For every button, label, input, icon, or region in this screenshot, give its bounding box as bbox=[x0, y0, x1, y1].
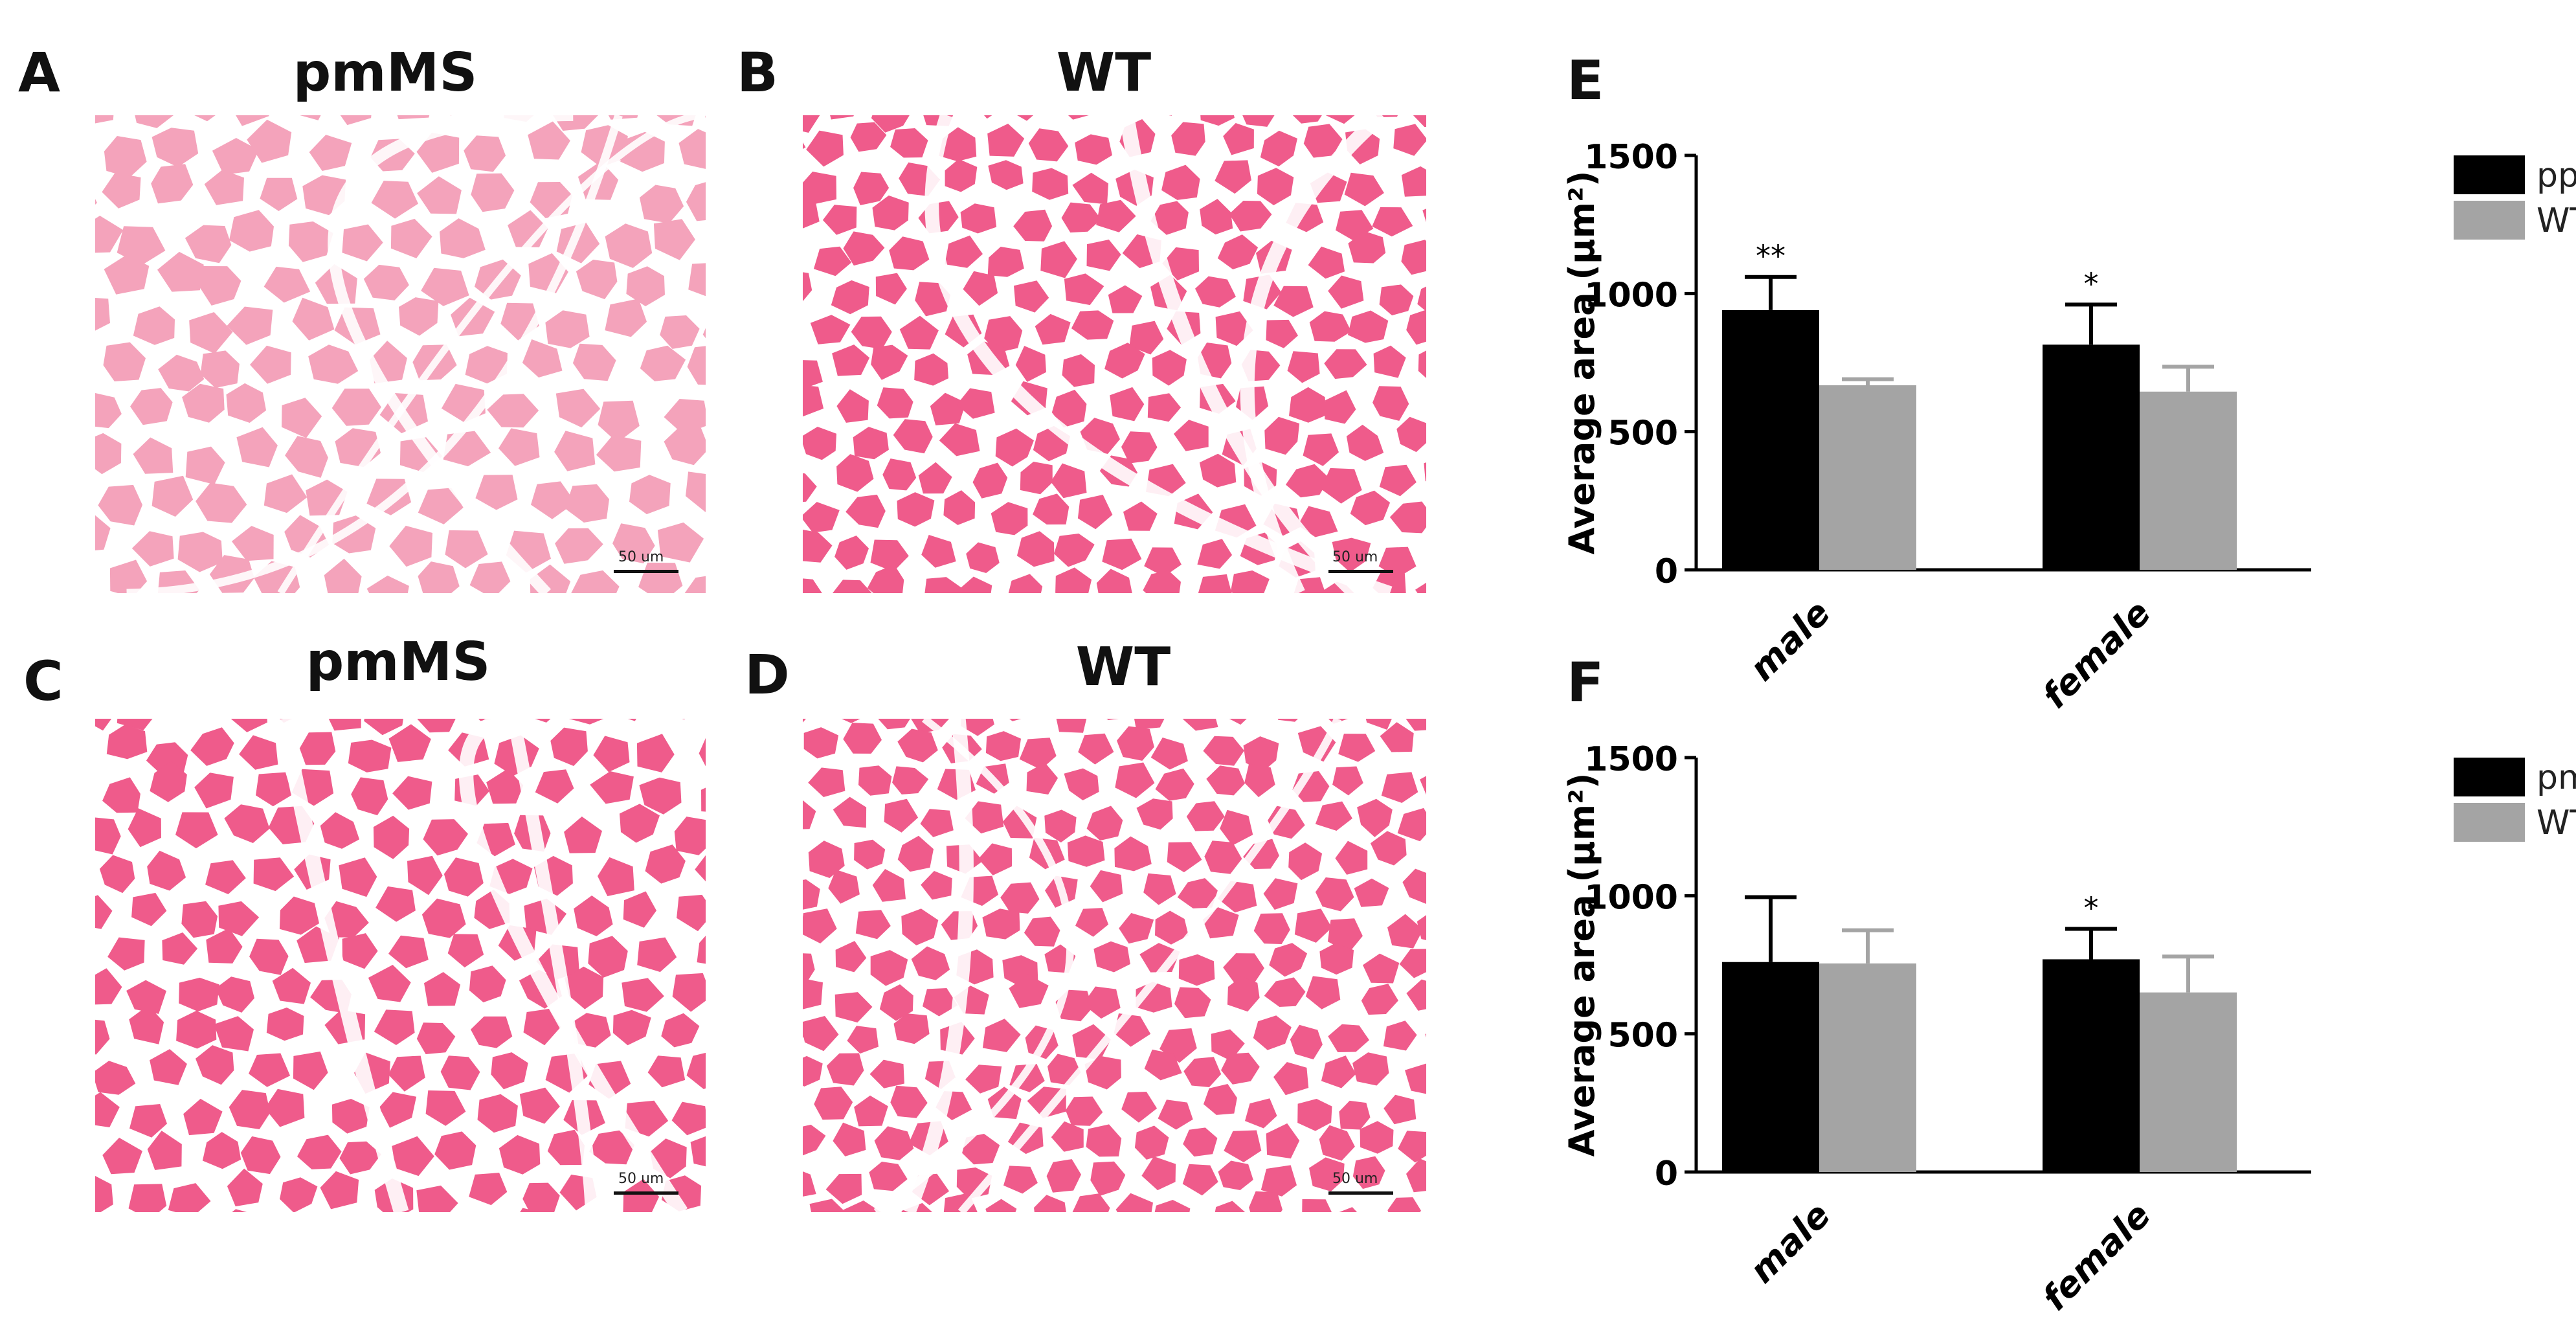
y-tick-label: 1500 bbox=[1584, 740, 1678, 779]
y-tick-label: 1000 bbox=[1584, 878, 1678, 917]
bar-pmMS-male bbox=[1722, 962, 1819, 1172]
legend-label: WT bbox=[2537, 804, 2576, 842]
scalebar-a bbox=[614, 570, 678, 573]
y-tick-label: 1500 bbox=[1584, 138, 1678, 177]
legend-label: ppMS bbox=[2537, 156, 2576, 195]
panel-letter-e: E bbox=[1567, 49, 1604, 112]
scalebar-label-b: 50 um bbox=[1332, 549, 1378, 565]
scalebar-label-a: 50 um bbox=[618, 549, 664, 565]
panel-letter-f: F bbox=[1567, 651, 1604, 714]
y-tick-label: 0 bbox=[1655, 552, 1678, 591]
significance-marker: * bbox=[2084, 891, 2099, 926]
panel-letter-a: A bbox=[18, 41, 61, 104]
legend-swatch-WT bbox=[2454, 201, 2525, 240]
x-tick-label: female bbox=[2035, 592, 2159, 717]
bar-WT-female bbox=[2140, 992, 2237, 1172]
y-tick-label: 500 bbox=[1607, 414, 1678, 453]
panel-title-a: pmMS bbox=[293, 42, 478, 104]
panel-letter-c: C bbox=[23, 649, 63, 713]
scalebar-c bbox=[614, 1191, 678, 1195]
y-axis-label: Average area (μm²) bbox=[1562, 773, 1602, 1157]
y-tick-label: 500 bbox=[1607, 1017, 1678, 1055]
bar-pmMS-female bbox=[2043, 959, 2140, 1172]
micrograph-d bbox=[803, 719, 1426, 1212]
panel-letter-d: D bbox=[745, 643, 790, 706]
legend-label: WT bbox=[2537, 201, 2576, 240]
panel-title-d: WT bbox=[1075, 637, 1171, 698]
y-axis-label: Average area (μm²) bbox=[1562, 171, 1602, 555]
x-tick-label: female bbox=[2035, 1195, 2159, 1319]
legend-swatch-pmMS bbox=[2454, 758, 2525, 796]
scalebar-b bbox=[1328, 570, 1393, 573]
muscle-fibers bbox=[803, 719, 1426, 1212]
micrograph-c bbox=[95, 719, 706, 1212]
scalebar-label-c: 50 um bbox=[618, 1171, 664, 1187]
x-tick-label: male bbox=[1742, 1195, 1838, 1291]
micrograph-b bbox=[803, 115, 1426, 593]
bar-WT-female bbox=[2140, 391, 2237, 570]
significance-marker: * bbox=[2084, 266, 2099, 301]
scalebar-d bbox=[1328, 1191, 1393, 1195]
panel-title-c: pmMS bbox=[306, 631, 491, 693]
bar-ppMS-female bbox=[2043, 344, 2140, 570]
significance-marker: ** bbox=[1756, 239, 1786, 274]
scalebar-label-d: 50 um bbox=[1332, 1171, 1378, 1187]
y-tick-label: 0 bbox=[1655, 1155, 1678, 1193]
micrograph-a bbox=[95, 115, 706, 593]
bar-WT-male bbox=[1819, 963, 1916, 1172]
y-tick-label: 1000 bbox=[1584, 276, 1678, 315]
bar-WT-male bbox=[1819, 385, 1916, 570]
x-tick-label: male bbox=[1742, 592, 1838, 689]
legend-swatch-WT bbox=[2454, 803, 2525, 842]
legend-label: pmMS bbox=[2537, 758, 2576, 797]
panel-letter-b: B bbox=[737, 41, 779, 104]
panel-title-b: WT bbox=[1056, 42, 1152, 104]
bar-ppMS-male bbox=[1722, 310, 1819, 570]
muscle-fibers bbox=[95, 115, 706, 593]
legend-swatch-ppMS bbox=[2454, 155, 2525, 194]
